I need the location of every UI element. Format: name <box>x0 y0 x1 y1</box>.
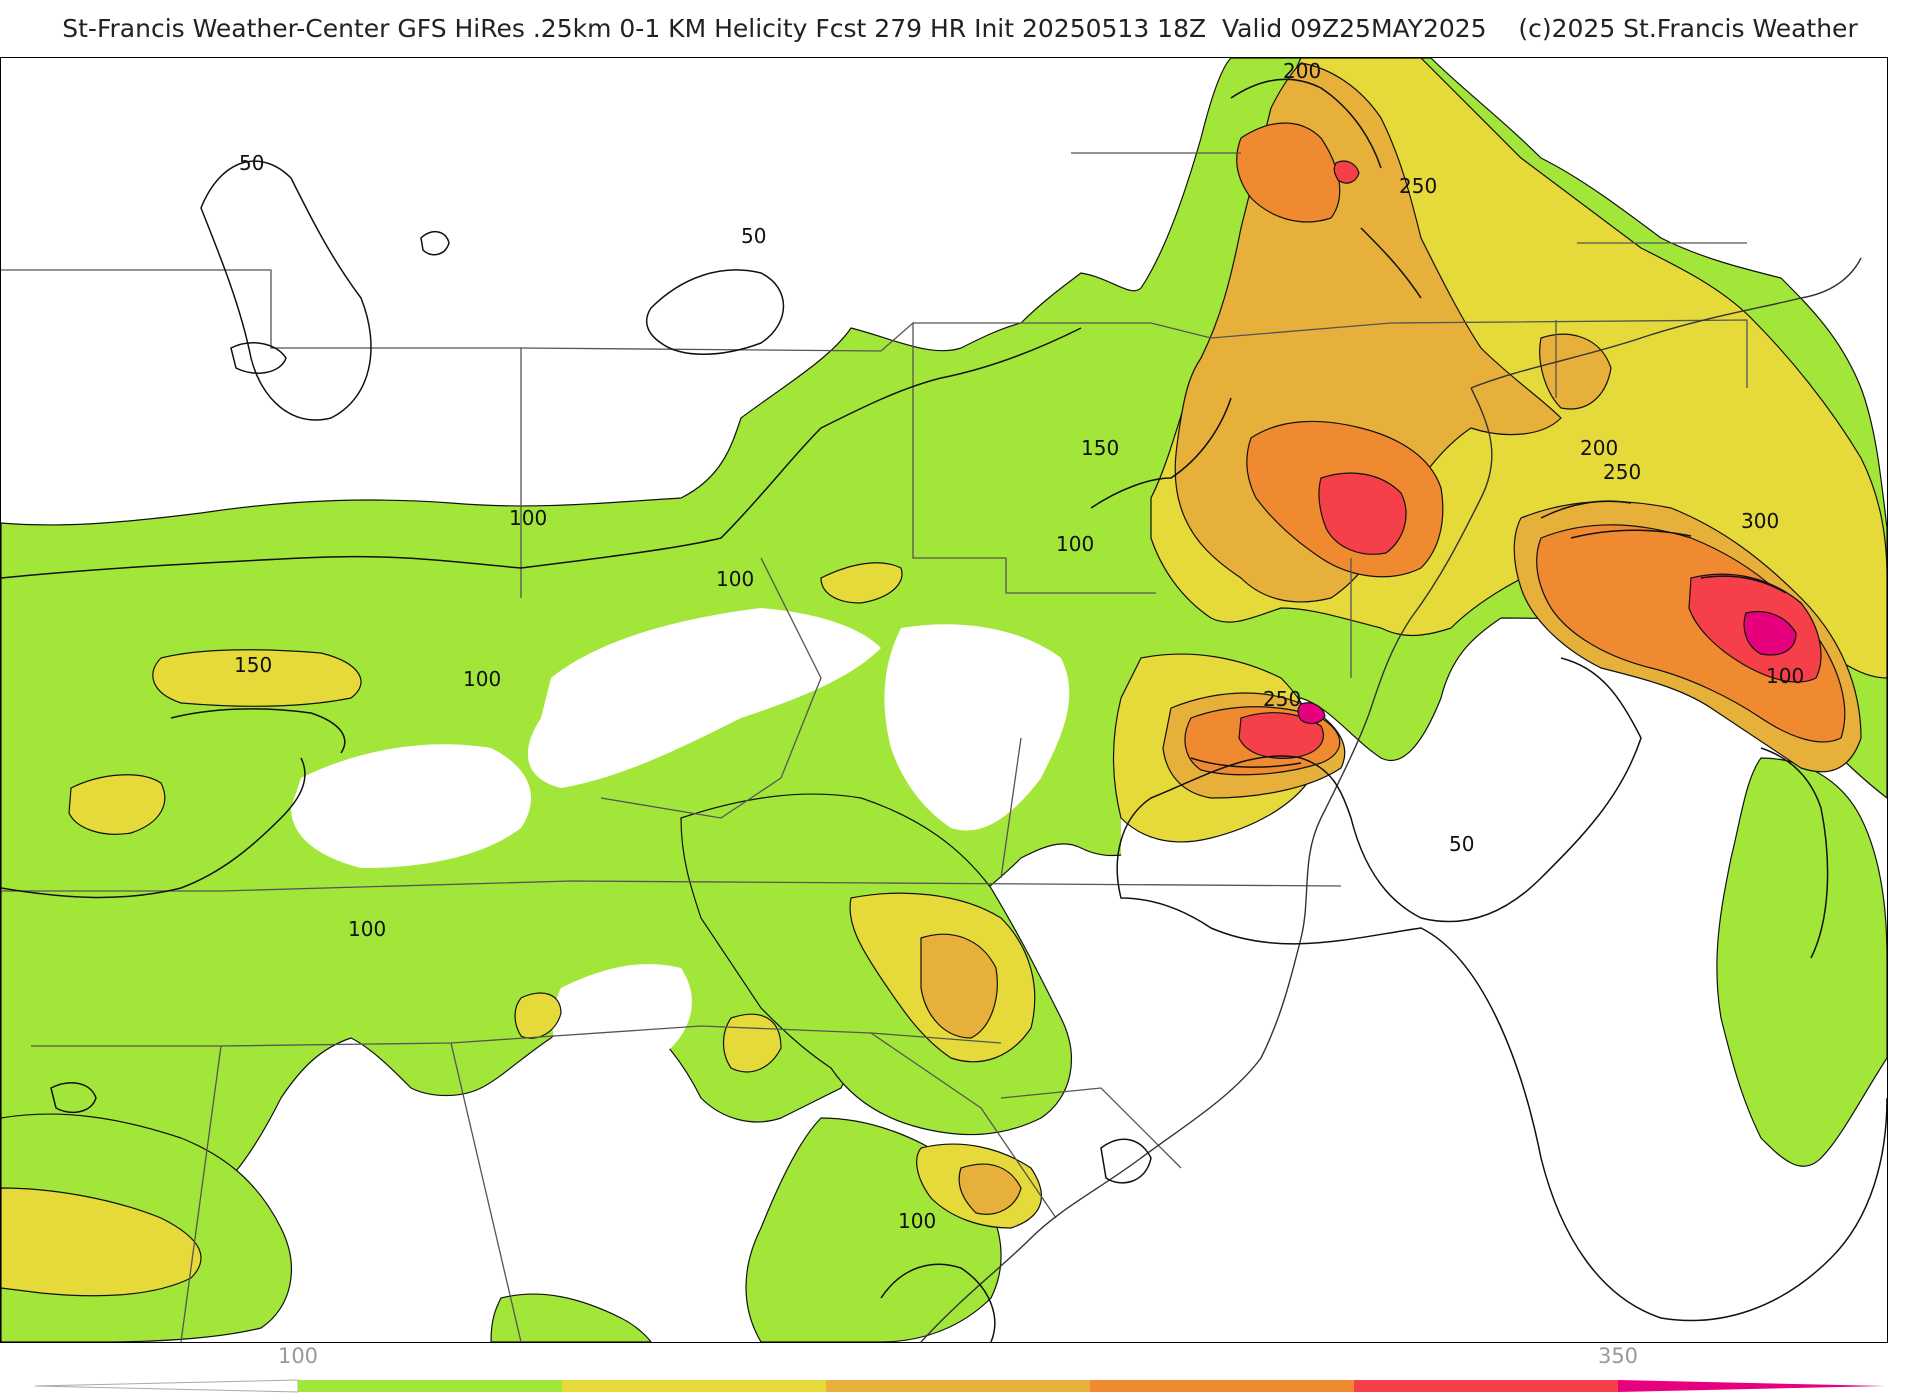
contour-label: 100 <box>716 567 754 591</box>
contour-misc <box>420 231 450 256</box>
contour-100-carolina <box>880 1263 996 1342</box>
boundary-line <box>520 321 1156 594</box>
fill-region-southwest-yellow <box>1 1187 202 1297</box>
fill-region-atlantic-350 <box>1743 611 1797 656</box>
boundary-line <box>870 1032 1057 1219</box>
colorbar-segments <box>298 1380 1619 1392</box>
boundary-line <box>180 1045 222 1342</box>
colorbar: 100 350 <box>0 1340 1920 1400</box>
contour-label: 50 <box>1449 832 1474 856</box>
contour-label: 250 <box>1603 460 1641 484</box>
clear-area-3 <box>291 744 531 868</box>
fill-350-plus <box>1297 611 1797 725</box>
contour-label: 300 <box>1741 509 1779 533</box>
contour-150 <box>1090 397 1232 509</box>
contour-misc <box>1100 1138 1152 1184</box>
fill-region-tn-yellow <box>514 992 562 1039</box>
contour-100-ocean <box>1760 747 1829 959</box>
contour-250 <box>1190 757 1302 768</box>
fill-region-atlantic-250 <box>1536 524 1846 743</box>
fill-region-conn-orange <box>1539 333 1612 410</box>
colorbar-low-triangle <box>34 1379 299 1393</box>
fill-region-va-orange <box>920 933 998 1039</box>
contour-300 <box>1700 575 1787 594</box>
contour-label: 50 <box>741 224 766 248</box>
contour-50-ocean <box>1116 657 1887 1322</box>
clear-area-2 <box>884 624 1070 831</box>
fill-region-delmarva-350 <box>1297 702 1326 725</box>
fill-region-nc-orange <box>958 1163 1022 1215</box>
fill-region-west-yellow-1 <box>152 649 362 707</box>
contour-misc <box>50 1082 97 1114</box>
fill-region-pa-yellow <box>820 562 903 604</box>
colorbar-segment <box>562 1380 827 1392</box>
contour-50 <box>200 160 372 421</box>
contour-label: 100 <box>463 667 501 691</box>
clear-area-5 <box>1121 818 1215 992</box>
coastline <box>920 257 1862 1342</box>
map-panel: 50 50 50 100 100 100 100 100 100 100 150… <box>0 57 1888 1343</box>
fill-region-atlantic-east <box>1716 757 1887 1167</box>
contour-label: 150 <box>1081 436 1119 460</box>
contour-200 <box>1230 78 1382 169</box>
boundary-line <box>913 319 1748 388</box>
contour-label: 200 <box>1283 59 1321 83</box>
colorbar-segment <box>1090 1380 1355 1392</box>
contour-label: 100 <box>1766 664 1804 688</box>
fill-region-nj-300 <box>1318 472 1407 555</box>
boundary-line <box>1 269 522 598</box>
contour-label: 100 <box>348 917 386 941</box>
boundary-line <box>1000 737 1022 879</box>
contour-label: 100 <box>509 506 547 530</box>
contour-100 <box>1 757 306 899</box>
colorbar-tick-label: 100 <box>277 1344 319 1368</box>
contour-label: 50 <box>239 151 264 175</box>
clear-areas <box>291 608 1215 1072</box>
contour-lines <box>1 78 1887 1342</box>
colorbar-segment <box>826 1380 1091 1392</box>
fill-region-west-yellow-2 <box>68 774 166 835</box>
boundary-line <box>600 557 822 819</box>
contour-50 <box>645 269 785 355</box>
boundary-line <box>1000 1087 1182 1169</box>
contour-250 <box>1570 529 1692 539</box>
contour-misc <box>230 342 287 374</box>
clear-area-1 <box>527 608 881 788</box>
boundary-line <box>450 1042 522 1342</box>
fill-region-delmarva-300 <box>1238 712 1324 759</box>
contour-150 <box>170 708 346 754</box>
fill-region-ny-250 <box>1236 122 1341 223</box>
colorbar-segment <box>1354 1380 1619 1392</box>
fill-300-350 <box>1238 160 1822 759</box>
contour-label: 250 <box>1399 174 1437 198</box>
colorbar-segment <box>298 1380 563 1392</box>
contour-label-layer: 50 50 50 100 100 100 100 100 100 100 150… <box>234 59 1804 1233</box>
contour-250 <box>1360 227 1422 299</box>
contour-label: 150 <box>234 653 272 677</box>
contour-label: 250 <box>1263 687 1301 711</box>
contour-200 <box>1540 500 1632 519</box>
contour-label: 200 <box>1580 436 1618 460</box>
contour-100 <box>1 327 1082 579</box>
boundary-line <box>1 880 1342 892</box>
state-boundaries <box>1 152 1748 1342</box>
map-title: St-Francis Weather-Center GFS HiRes .25k… <box>62 14 1858 43</box>
colorbar-tick-label: 350 <box>1597 1344 1639 1368</box>
contour-label: 100 <box>898 1209 936 1233</box>
boundary-line <box>31 1025 1002 1047</box>
helicity-map: 50 50 50 100 100 100 100 100 100 100 150… <box>1 58 1887 1342</box>
fill-region-ny-300 <box>1333 160 1360 184</box>
coastline-segment <box>1470 257 1862 389</box>
colorbar-high-triangle <box>1618 1380 1885 1392</box>
colorbar-graphic <box>34 1379 1885 1393</box>
fill-region-bottom <box>490 1293 652 1342</box>
contour-label: 100 <box>1056 532 1094 556</box>
clear-area-4 <box>552 964 692 1072</box>
coastline-segment <box>920 387 1493 1342</box>
